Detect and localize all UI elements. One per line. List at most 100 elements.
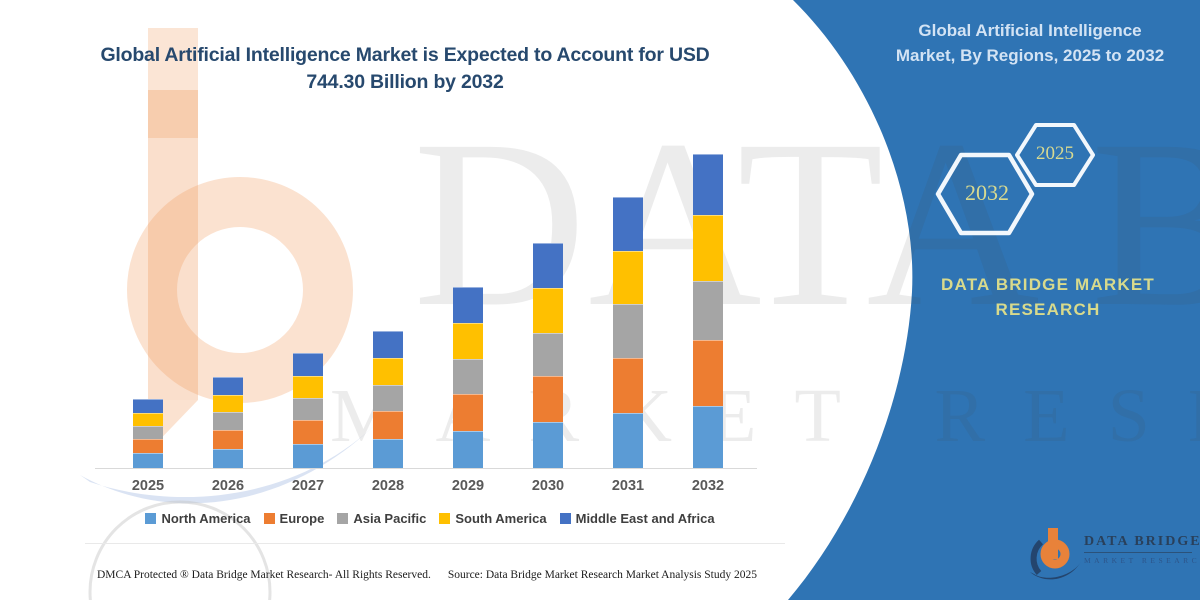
bar-segment-2027-north-america — [293, 443, 323, 468]
blue-panel-shape — [788, 0, 1200, 600]
bar-segment-2026-middle-east-and-africa — [213, 376, 243, 395]
bar-segment-2029-europe — [453, 393, 483, 431]
footer-copyright: DMCA Protected ® Data Bridge Market Rese… — [97, 569, 431, 581]
x-axis-label-2027: 2027 — [291, 478, 325, 494]
bar-segment-2030-north-america — [533, 421, 563, 468]
chart-title: Global Artificial Intelligence Market is… — [85, 42, 725, 96]
bar-segment-2025-middle-east-and-africa — [133, 399, 163, 413]
bar-segment-2028-europe — [373, 411, 403, 440]
chart-legend: North America Europe Asia Pacific South Ame… — [95, 511, 765, 526]
chart-title-line2: 744.30 Billion by 2032 — [306, 71, 504, 93]
bar-segment-2025-europe — [133, 438, 163, 453]
bar-segment-2031-europe — [613, 357, 643, 414]
bar-segment-2032-north-america — [693, 405, 723, 468]
bar-segment-2032-europe — [693, 340, 723, 406]
bar-segment-2026-south-america — [213, 394, 243, 413]
legend-item-middle-east-and-africa: Middle East and Africa — [559, 511, 715, 526]
bar-segment-2027-south-america — [293, 376, 323, 399]
footer-divider — [85, 543, 785, 544]
legend-item-europe: Europe — [263, 511, 325, 526]
bar-segment-2026-asia-pacific — [213, 412, 243, 430]
bar-segment-2026-europe — [213, 429, 243, 449]
bar-2032 — [693, 153, 723, 468]
right-panel-brand: DATA BRIDGE MARKET RESEARCH — [903, 272, 1193, 322]
bar-segment-2026-north-america — [213, 448, 243, 468]
legend-swatch — [439, 513, 451, 524]
hexagon-2032-label: 2032 — [965, 180, 1009, 205]
x-axis-label-2025: 2025 — [131, 478, 165, 494]
legend-item-south-america: South America — [439, 511, 547, 526]
x-axis-label-2028: 2028 — [371, 478, 405, 494]
legend-swatch — [559, 513, 571, 524]
footer-source: Source: Data Bridge Market Research Mark… — [447, 569, 757, 581]
bar-segment-2031-middle-east-and-africa — [613, 197, 643, 251]
bar-segment-2028-south-america — [373, 358, 403, 385]
bar-segment-2030-europe — [533, 376, 563, 422]
bar-segment-2029-north-america — [453, 430, 483, 468]
bar-segment-2028-middle-east-and-africa — [373, 331, 403, 359]
x-axis-label-2031: 2031 — [611, 478, 645, 494]
bar-segment-2029-middle-east-and-africa — [453, 287, 483, 324]
legend-label: Asia Pacific — [353, 511, 427, 526]
bar-segment-2027-europe — [293, 420, 323, 444]
bar-segment-2031-north-america — [613, 413, 643, 468]
logo-subtitle: MARKET RESEARCH — [1084, 556, 1200, 565]
legend-label: Middle East and Africa — [575, 511, 715, 526]
bar-segment-2025-north-america — [133, 452, 163, 468]
bar-segment-2030-middle-east-and-africa — [533, 243, 563, 288]
right-panel-brand-line2: RESEARCH — [995, 300, 1101, 319]
bar-segment-2028-north-america — [373, 439, 403, 468]
legend-swatch — [263, 513, 275, 524]
bar-segment-2031-asia-pacific — [613, 304, 643, 358]
bar-segment-2028-asia-pacific — [373, 384, 403, 412]
chart-plot: 2025 2026 2027 2028 2029 2030 2031 2032 — [95, 128, 765, 508]
legend-swatch — [145, 513, 157, 524]
databridge-logo-mark — [1030, 528, 1081, 580]
x-axis-label-2030: 2030 — [531, 478, 565, 494]
bar-2027 — [293, 353, 323, 468]
legend-item-asia-pacific: Asia Pacific — [337, 511, 426, 526]
bar-segment-2030-south-america — [533, 287, 563, 334]
chart-title-line1: Global Artificial Intelligence Market is… — [100, 44, 710, 66]
legend-label: South America — [455, 511, 547, 526]
databridge-logo-text: DATA BRIDGE MARKET RESEARCH — [1084, 534, 1200, 565]
x-axis-label-2029: 2029 — [451, 478, 485, 494]
hexagons-graphic — [935, 123, 1095, 236]
legend-label: North America — [161, 511, 251, 526]
legend-item-north-america: North America — [145, 511, 251, 526]
hexagon-2032 — [935, 152, 1035, 236]
right-panel-title-line2: Market, By Regions, 2025 to 2032 — [895, 46, 1165, 65]
bar-2031 — [613, 197, 643, 468]
bar-segment-2030-asia-pacific — [533, 333, 563, 377]
hexagon-2025 — [1015, 123, 1095, 187]
legend-swatch — [337, 513, 349, 524]
bar-segment-2029-asia-pacific — [453, 359, 483, 394]
bar-2025 — [133, 399, 163, 468]
bar-segment-2027-middle-east-and-africa — [293, 353, 323, 377]
right-panel-brand-line1: DATA BRIDGE MARKET — [941, 275, 1155, 294]
bar-segment-2032-asia-pacific — [693, 281, 723, 341]
logo-title: DATA BRIDGE — [1084, 534, 1200, 553]
bar-2028 — [373, 331, 403, 468]
bar-segment-2027-asia-pacific — [293, 398, 323, 421]
bar-2029 — [453, 287, 483, 468]
right-panel-title: Global Artificial Intelligence Market, B… — [872, 18, 1188, 68]
bar-segment-2025-south-america — [133, 412, 163, 427]
legend-label: Europe — [279, 511, 325, 526]
bar-segment-2031-south-america — [613, 250, 643, 305]
bar-2026 — [213, 376, 243, 468]
bar-segment-2029-south-america — [453, 323, 483, 360]
bar-segment-2032-middle-east-and-africa — [693, 153, 723, 216]
bar-segment-2025-asia-pacific — [133, 426, 163, 439]
x-axis-label-2026: 2026 — [211, 478, 245, 494]
hexagon-2025-label: 2025 — [1036, 143, 1074, 164]
x-axis-line — [95, 468, 757, 469]
databridge-logo: DATA BRIDGE MARKET RESEARCH — [1028, 524, 1200, 594]
footer: DMCA Protected ® Data Bridge Market Rese… — [97, 569, 757, 581]
bar-segment-2032-south-america — [693, 215, 723, 282]
bar-2030 — [533, 243, 563, 468]
x-axis-label-2032: 2032 — [691, 478, 725, 494]
right-panel-title-line1: Global Artificial Intelligence — [918, 21, 1142, 40]
